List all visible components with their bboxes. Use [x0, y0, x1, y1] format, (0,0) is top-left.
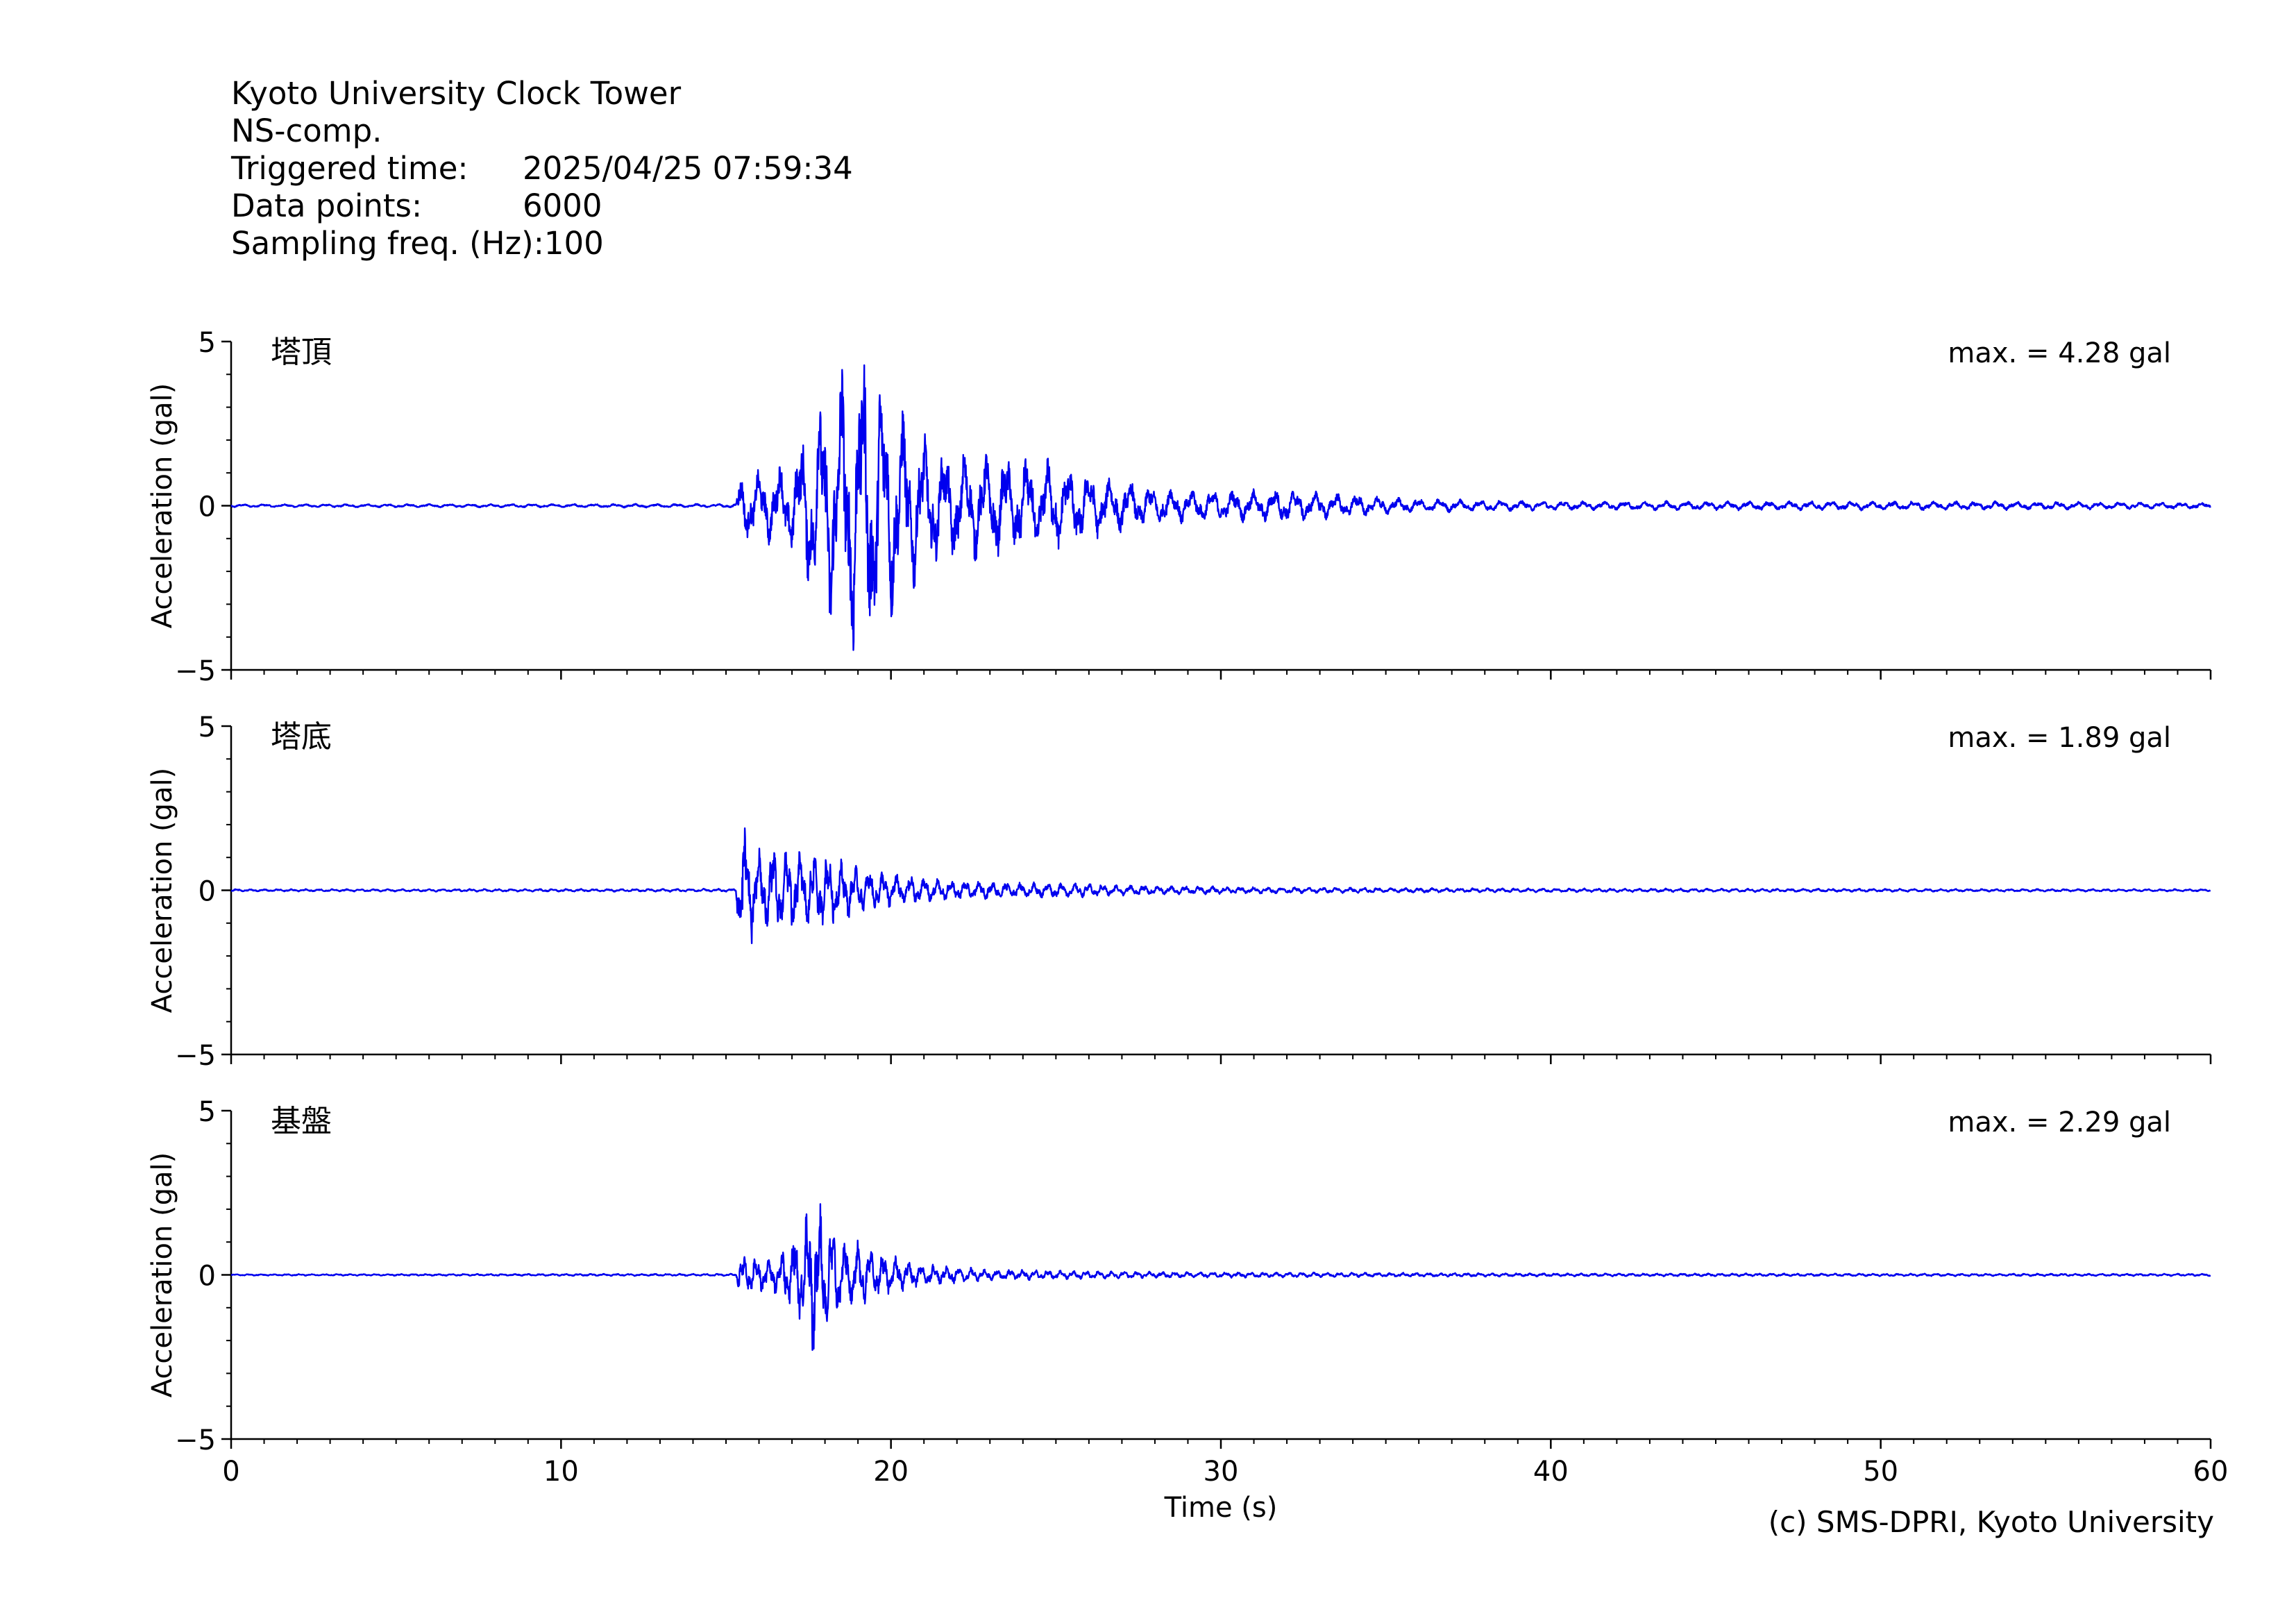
- waveform-trace: [230, 827, 2211, 945]
- waveform-trace: [230, 364, 2211, 651]
- x-tick-label: 50: [1863, 1456, 1898, 1488]
- sampling-freq-value: 100: [543, 225, 604, 262]
- y-axis-label: Acceleration (gal): [146, 1152, 178, 1398]
- y-tick-label: −5: [175, 655, 216, 687]
- triggered-time-row: Triggered time: 2025/04/25 07:59:34: [231, 150, 853, 187]
- max-value-label: max. = 4.28 gal: [1948, 337, 2171, 369]
- component-label: NS-comp.: [231, 112, 382, 149]
- panel-3: −5 0 5 Acceleration (gal) 基盤 max. = 2.29 gal: [146, 1096, 2212, 1456]
- triggered-time-value: 2025/04/25 07:59:34: [523, 150, 853, 187]
- y-tick-label: −5: [175, 1040, 216, 1072]
- x-tick-label: 0: [222, 1456, 239, 1488]
- copyright-notice: (c) SMS-DPRI, Kyoto University: [1768, 1505, 2214, 1539]
- sampling-freq-label: Sampling freq. (Hz):: [231, 225, 544, 262]
- x-tick-label: 60: [2193, 1456, 2229, 1488]
- y-tick-label: 5: [199, 327, 216, 359]
- panel-2: −5 0 5 Acceleration (gal) 塔底 max. = 1.89 gal: [146, 712, 2212, 1072]
- x-tick-label: 10: [543, 1456, 579, 1488]
- y-axis-label: Acceleration (gal): [146, 768, 178, 1014]
- max-value-label: max. = 1.89 gal: [1948, 722, 2171, 754]
- sampling-freq-row: Sampling freq. (Hz): 100: [231, 225, 853, 262]
- y-tick-label: 0: [199, 876, 216, 908]
- station-name: Kyoto University Clock Tower: [231, 75, 682, 112]
- y-tick-label: 5: [199, 712, 216, 743]
- y-tick-label: 5: [199, 1096, 216, 1128]
- panel-1: −5 0 5 Acceleration (gal) 塔頂 max. = 4.28 gal: [146, 327, 2212, 687]
- y-axis-label: Acceleration (gal): [146, 383, 178, 629]
- data-points-row: Data points: 6000: [231, 187, 853, 225]
- channel-label: 基盤: [271, 1104, 332, 1139]
- waveform-trace: [230, 1203, 2211, 1351]
- x-tick-label: 40: [1533, 1456, 1569, 1488]
- record-header: Kyoto University Clock Tower NS-comp. Tr…: [231, 75, 853, 262]
- x-tick-label: 30: [1204, 1456, 1239, 1488]
- x-axis-label: Time (s): [1164, 1492, 1278, 1524]
- data-points-value: 6000: [523, 187, 602, 224]
- max-value-label: max. = 2.29 gal: [1948, 1107, 2171, 1138]
- data-points-label: Data points:: [231, 187, 423, 224]
- y-tick-label: 0: [199, 491, 216, 523]
- y-tick-label: 0: [199, 1261, 216, 1293]
- triggered-time-label: Triggered time:: [231, 150, 469, 187]
- y-tick-label: −5: [175, 1424, 216, 1456]
- channel-label: 塔頂: [271, 335, 332, 370]
- channel-label: 塔底: [271, 719, 332, 755]
- x-tick-label: 20: [873, 1456, 909, 1488]
